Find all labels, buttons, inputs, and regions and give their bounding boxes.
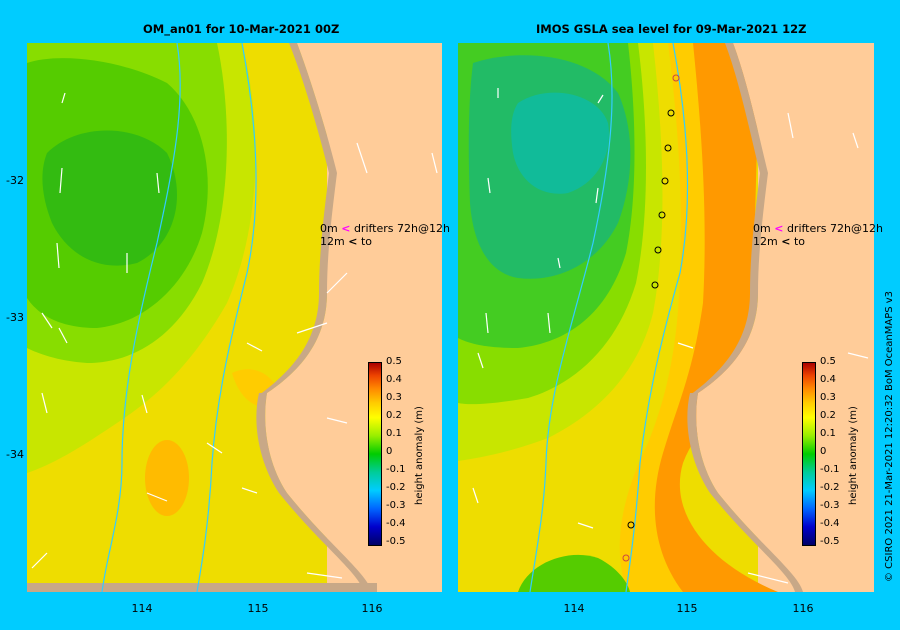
right-x-tick-115: 115 [676, 602, 698, 615]
right-x-tick-116: 116 [792, 602, 814, 615]
left-drifter-legend: 0m < drifters 72h@12h 12m < to [320, 222, 450, 248]
right-colorbar-label: height anomaly (m) [848, 406, 859, 505]
y-tick-lat-32: -32 [6, 174, 24, 187]
left-map-canvas [27, 43, 442, 592]
right-map-panel [458, 43, 874, 592]
left-colorbar-label: height anomaly (m) [414, 406, 425, 505]
footer-credit: © CSIRO 2021 21-Mar-2021 12:20:32 BoM Oc… [884, 290, 895, 582]
left-map-panel [27, 43, 442, 592]
left-colorbar [368, 362, 382, 546]
right-colorbar [802, 362, 816, 546]
y-tick-lat-34: -34 [6, 448, 24, 461]
left-map-title: OM_an01 for 10-Mar-2021 00Z [143, 22, 340, 36]
left-x-tick-115: 115 [247, 602, 269, 615]
right-drifter-legend: 0m < drifters 72h@12h 12m < to [753, 222, 883, 248]
right-map-title: IMOS GSLA sea level for 09-Mar-2021 12Z [536, 22, 807, 36]
left-x-tick-114: 114 [131, 602, 153, 615]
y-tick-lat-33: -33 [6, 311, 24, 324]
left-x-tick-116: 116 [361, 602, 383, 615]
right-map-canvas [458, 43, 874, 592]
right-x-tick-114: 114 [563, 602, 585, 615]
